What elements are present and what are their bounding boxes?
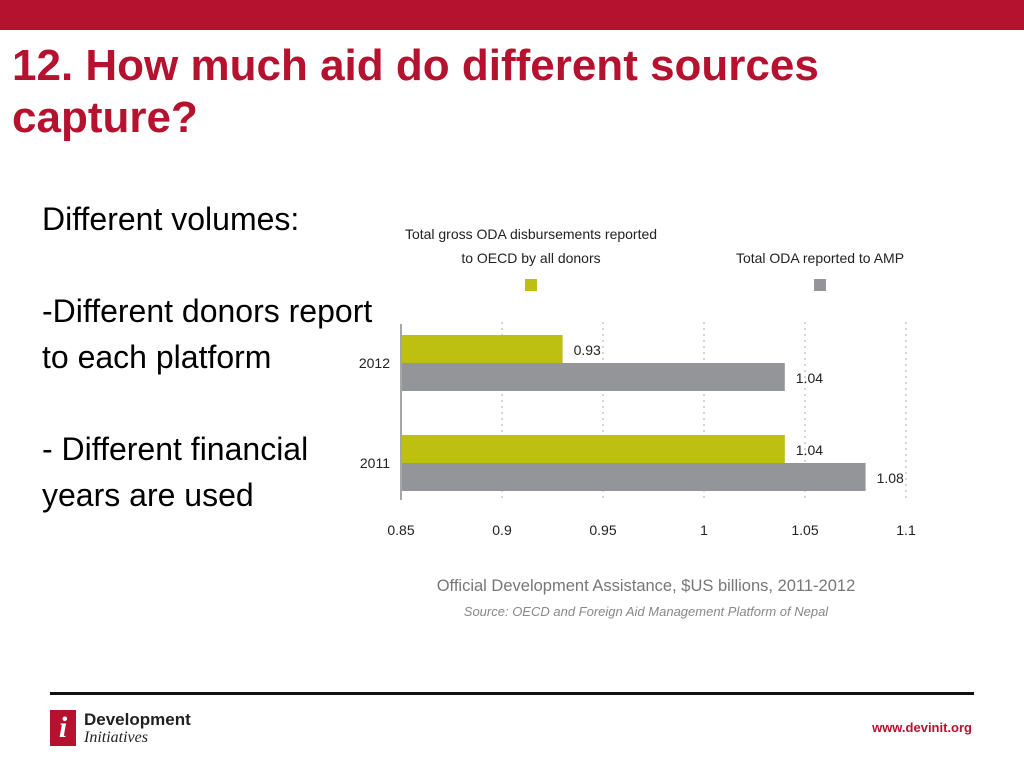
logo-text-development: Development [84, 710, 191, 729]
logo-text-initiatives: Initiatives [84, 729, 148, 746]
data-label: 1.04 [796, 442, 823, 458]
legend-label: to OECD by all donors [461, 250, 600, 266]
chart-bars: 0.93 1.04 1.04 1.08 [401, 335, 904, 491]
chart-axis: 0.85 0.9 0.95 1 1.05 1.1 2012 2011 [359, 324, 916, 538]
chart-xlabel: Official Development Assistance, $US bil… [437, 577, 856, 595]
body-line-donors: -Different donors report to each platfor… [42, 293, 373, 375]
body-line-financial-years: - Different financial years are used [42, 431, 309, 513]
x-tick-label: 0.85 [387, 522, 414, 538]
legend-swatch [814, 279, 826, 291]
logo-mark: i [50, 710, 76, 746]
x-tick-label: 0.95 [589, 522, 616, 538]
x-tick-label: 1.05 [791, 522, 818, 538]
x-tick-label: 0.9 [492, 522, 512, 538]
legend-label: Total gross ODA disbursements reported [405, 226, 657, 242]
legend-swatch [525, 279, 537, 291]
data-label: 1.04 [796, 370, 823, 386]
bar [401, 335, 563, 363]
footer-divider [50, 692, 974, 695]
slide-title: 12. How much aid do different sources ca… [12, 41, 819, 142]
body-line-volumes: Different volumes: [42, 201, 300, 237]
chart-legend: Total gross ODA disbursements reported to… [405, 226, 904, 291]
development-initiatives-logo: i Development Initiatives [50, 708, 220, 748]
bar [401, 363, 785, 391]
category-label: 2011 [360, 455, 390, 471]
x-tick-label: 1.1 [896, 522, 916, 538]
legend-label: Total ODA reported to AMP [736, 250, 904, 266]
chart-source: Source: OECD and Foreign Aid Management … [464, 604, 830, 619]
category-label: 2012 [359, 355, 390, 371]
footer-url-link[interactable]: www.devinit.org [872, 720, 972, 735]
top-accent-bar [0, 0, 1024, 30]
data-label: 0.93 [574, 342, 601, 358]
x-tick-label: 1 [700, 522, 708, 538]
bar [401, 463, 866, 491]
data-label: 1.08 [877, 470, 904, 486]
oda-bar-chart: Total gross ODA disbursements reported to… [359, 226, 916, 619]
body-text: Different volumes: -Different donors rep… [42, 196, 387, 518]
bar [401, 435, 785, 463]
